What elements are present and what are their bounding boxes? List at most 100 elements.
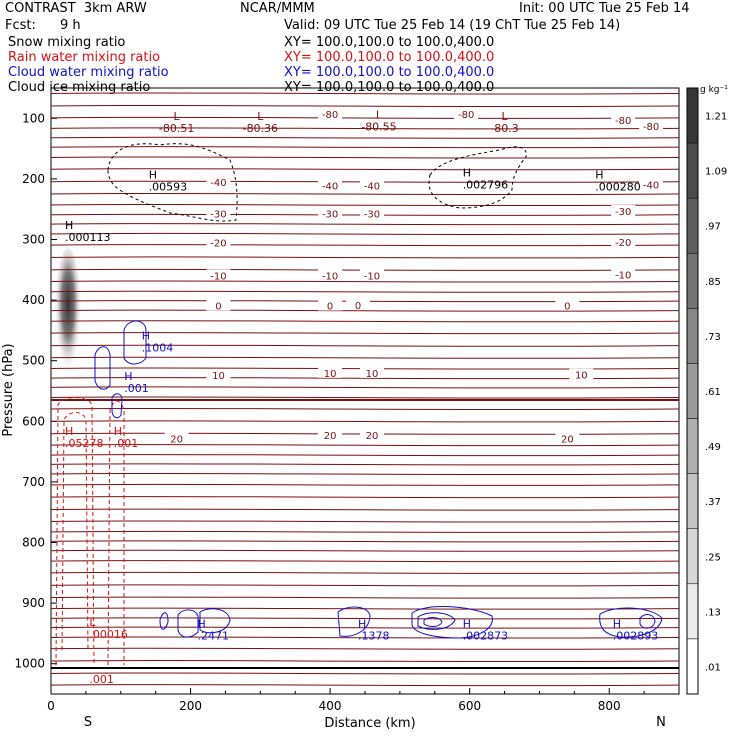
extreme-value: .000113 — [65, 231, 111, 244]
isotherm-label: 20 — [366, 431, 379, 442]
y-tick-label: 1000 — [14, 657, 45, 671]
y-tick-label: 400 — [22, 293, 45, 307]
cloud-ice-contour — [429, 147, 527, 208]
extreme-value: .001 — [114, 437, 139, 450]
extreme-value: .002893 — [613, 629, 659, 642]
isotherm-line — [51, 464, 679, 465]
colorbar-segment — [687, 88, 698, 143]
colorbar-label: .73 — [705, 332, 721, 343]
isotherm-line — [51, 310, 679, 311]
x-tick-label: 400 — [319, 699, 342, 713]
isotherm-label: -80 — [458, 110, 474, 121]
isotherm-line — [51, 117, 679, 118]
isotherm-label: 0 — [564, 302, 570, 313]
colorbar-segment — [687, 253, 698, 308]
colorbar-label: .85 — [705, 277, 721, 288]
extreme-value: .001 — [124, 382, 148, 395]
isotherm-label: -10 — [364, 271, 380, 282]
isotherm-line — [51, 585, 679, 586]
isotherm-line — [51, 93, 679, 94]
isotherm-line — [51, 291, 679, 292]
y-tick-label: 300 — [22, 233, 45, 247]
colorbar: 1.211.09.97.85.73.61.49.37.25.13.01 — [687, 88, 727, 694]
isotherm-label: -20 — [615, 238, 631, 249]
y-tick-label: 700 — [22, 475, 45, 489]
isotherm-label: -10 — [210, 271, 226, 282]
isotherm-line — [51, 223, 679, 224]
isotherm-line — [51, 660, 679, 661]
colorbar-segment — [687, 584, 698, 639]
isotherm-label: -30 — [615, 207, 631, 218]
x-tick-label: 0 — [47, 699, 55, 713]
isotherm-labels: -80 -80-80-80-40 -40 -40 -40-30 -30 -30 -30-20-… — [165, 108, 663, 445]
isotherm-label: -40 — [364, 182, 380, 193]
isotherm-line — [51, 147, 679, 148]
isotherm-line — [51, 397, 679, 398]
colorbar-label: 1.21 — [705, 112, 727, 123]
isotherm-label: 0 — [215, 302, 221, 313]
colorbar-segment — [687, 198, 698, 253]
isotherm-line — [51, 550, 679, 551]
isotherm-label: -40 — [322, 182, 338, 193]
colorbar-segment — [687, 363, 698, 418]
colorbar-segment — [687, 474, 698, 529]
colorbar-label: .01 — [705, 662, 721, 673]
isotherm-label: -30 — [322, 209, 338, 220]
extreme-value: .001 — [89, 673, 114, 686]
isotherm-label: -10 — [322, 271, 338, 282]
isotherm-label: -80 — [643, 122, 659, 133]
isotherm-label: -10 — [615, 271, 631, 282]
isotherm-label: 20 — [561, 434, 574, 445]
isotherm-line — [51, 648, 679, 649]
extreme-value: .002796 — [463, 178, 509, 191]
x-tick-label: 800 — [598, 699, 621, 713]
isotherm-label: 10 — [575, 371, 588, 382]
isotherm-label: -30 — [364, 209, 380, 220]
isotherm-line — [51, 204, 679, 205]
isotherm-line — [51, 193, 679, 194]
isotherm-label: 0 — [327, 302, 333, 313]
x-axis: 0 200 400 600 800 — [47, 688, 644, 713]
isotherm-line — [51, 245, 679, 246]
isotherm-line — [51, 454, 679, 455]
colorbar-segment — [687, 529, 698, 584]
x-tick-label: 600 — [458, 699, 481, 713]
snow-shading — [54, 248, 82, 388]
isotherm-line — [51, 484, 679, 485]
isotherm-label: 10 — [366, 369, 379, 380]
isotherm-line — [51, 497, 679, 498]
extreme-value: .1378 — [358, 629, 390, 642]
isotherm-line — [51, 137, 679, 138]
y-tick-label: 600 — [22, 414, 45, 428]
y-tick-label: 200 — [22, 172, 45, 186]
isotherm-label: -20 — [210, 239, 226, 250]
extreme-value: .05278 — [65, 437, 104, 450]
isotherm-label: -80 — [322, 110, 338, 121]
isotherm-label: 10 — [324, 369, 337, 380]
y-tick-label: 900 — [22, 596, 45, 610]
isotherm-line — [51, 321, 679, 322]
isotherm-line — [51, 572, 679, 573]
isotherm-line — [51, 445, 679, 446]
extreme-value: .00593 — [149, 180, 188, 193]
colorbar-label: .37 — [705, 497, 721, 508]
colorbar-label: .13 — [705, 607, 721, 618]
isotherm-line — [51, 541, 679, 542]
colorbar-segment — [687, 143, 698, 198]
isotherm-line — [51, 257, 679, 258]
isotherm-label: -40 — [643, 180, 659, 191]
isotherm-line — [51, 531, 679, 532]
isotherm-line — [51, 233, 679, 234]
minimum-value: -80.3 — [490, 122, 518, 135]
colorbar-segment — [687, 639, 698, 694]
isotherm-line — [51, 597, 679, 598]
colorbar-label: 1.09 — [705, 167, 727, 178]
extreme-value: .1004 — [142, 341, 174, 354]
isotherm-label: -40 — [210, 178, 226, 189]
minimum-value: -80.51 — [159, 122, 194, 135]
isotherm-line — [51, 105, 679, 106]
y-tick-label: 500 — [22, 354, 45, 368]
colorbar-label: .97 — [705, 222, 721, 233]
extreme-value: .2471 — [198, 629, 230, 642]
y-tick-label: 100 — [22, 111, 45, 125]
